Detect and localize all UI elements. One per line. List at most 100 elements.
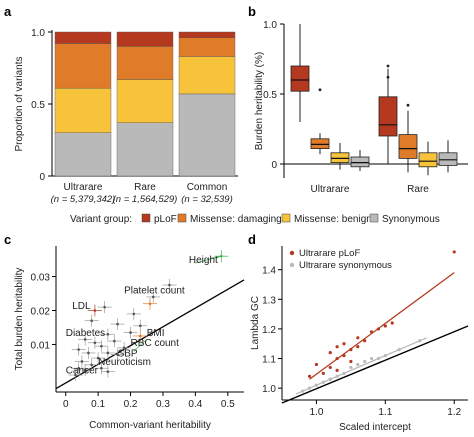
d-data-point-d_syn_line <box>307 386 312 390</box>
c-data-point <box>129 331 132 334</box>
a-bar-segment-plof <box>116 31 174 47</box>
a-category-label: Ultrarare <box>64 182 103 193</box>
a-y-tick-label: 0.5 <box>31 100 45 111</box>
a-bar-segment-missense_damaging <box>116 46 174 80</box>
b-y-tick-label: 0 <box>271 160 277 171</box>
d-data-point-d_plof_line <box>356 345 360 349</box>
d-data-point-d_syn_line <box>301 389 305 393</box>
c-x-axis-label: Common-variant heritability <box>89 420 211 431</box>
a-bar-segment-missense_benign <box>116 79 174 123</box>
b-y-axis-label: Burden heritability (%) <box>254 52 265 150</box>
d-fit-line-d_plof_line <box>309 272 455 380</box>
c-data-point <box>116 353 119 356</box>
c-data-point <box>93 341 97 345</box>
d-data-point-d_plof_line <box>390 321 394 325</box>
d-data-point-d_plof_line <box>335 356 339 361</box>
c-trait-label: BMI <box>147 328 165 339</box>
d-data-point-d_syn_line <box>363 359 367 364</box>
c-y-tick-label: 0.01 <box>31 340 51 351</box>
d-data-point-d_syn_line <box>383 353 387 358</box>
c-data-point <box>106 351 110 355</box>
c-data-point <box>106 332 110 336</box>
a-y-tick-label: 0 <box>39 172 45 183</box>
a-category-label: Common <box>187 182 228 193</box>
a-bar-segment-missense_benign <box>178 56 236 95</box>
d-data-point-d_plof_line <box>328 365 332 370</box>
panel-label-a: a <box>4 4 12 19</box>
panel-b-box-plot: 0 0.5 1.0 Burden heritability (%) Ultrarare R… <box>254 20 468 195</box>
b-box-missense_damaging <box>310 138 330 150</box>
d-data-point-d_plof_line <box>335 345 339 349</box>
legend-label-missense_benign: Missense: benign <box>294 214 372 225</box>
b-category-label: Rare <box>407 184 429 195</box>
d-data-point-d_plof_line <box>383 324 387 328</box>
d-legend-label: Ultrarare synonymous <box>299 260 392 271</box>
a-category-sublabel: (n = 5,379,342) <box>51 194 116 205</box>
b-box-missense_benign <box>418 152 438 168</box>
b-box-missense_damaging <box>398 134 418 159</box>
c-regression-line <box>55 279 245 390</box>
b-outlier-point <box>386 75 390 79</box>
c-data-point <box>132 312 136 316</box>
a-bar-segment-synonymous <box>54 132 112 177</box>
d-data-point-d_plof_line <box>349 348 353 352</box>
variant-group-legend: Variant group: pLoF Missense: damaging Miss… <box>70 213 440 225</box>
b-box-synonymous <box>350 156 370 168</box>
a-bar-segment-missense_damaging <box>178 37 236 57</box>
a-category-sublabel: (n = 1,564,529) <box>113 194 178 205</box>
a-bar-segment-plof <box>178 31 236 38</box>
d-data-point-d_plof_line <box>349 359 353 364</box>
c-trait-label: SBP <box>118 348 138 359</box>
a-bar-segment-plof <box>54 31 112 44</box>
a-y-axis-label: Proportion of variants <box>14 56 25 151</box>
d-data-point-d_syn_line <box>321 380 325 384</box>
d-diagonal-line <box>281 325 469 404</box>
panel-label-d: d <box>248 232 256 247</box>
legend-swatch-missense_benign <box>281 213 291 223</box>
d-data-point-d_plof_line <box>356 336 360 340</box>
c-x-tick-label: 0.2 <box>124 399 138 410</box>
c-data-point <box>151 295 155 299</box>
d-data-point-d_plof_line <box>342 353 346 358</box>
c-y-axis-label: Total burden heritability <box>14 268 25 371</box>
d-x-tick-label: 1.0 <box>309 407 323 418</box>
b-box-plof <box>378 96 398 137</box>
c-trait-label: Platelet count <box>124 286 185 297</box>
d-data-point-d_syn_line <box>418 339 422 343</box>
c-data-point <box>106 370 110 373</box>
c-data-point <box>83 338 87 341</box>
legend-title: Variant group: <box>70 214 132 225</box>
d-data-point-d_plof_line <box>376 327 381 331</box>
panel-label-b: b <box>248 4 256 19</box>
b-outlier-point <box>318 88 322 92</box>
a-y-tick-label: 1.0 <box>31 28 45 39</box>
c-data-point <box>87 351 90 355</box>
a-category-sublabel: (n = 32,539) <box>181 194 233 205</box>
c-data-point <box>168 283 171 287</box>
c-trait-label: LDL <box>72 301 91 312</box>
d-data-point-d_plof_line <box>335 368 339 372</box>
c-data-point <box>138 324 142 328</box>
c-trait-label: RBC count <box>131 338 180 349</box>
c-highlight-segment <box>195 255 222 264</box>
d-data-point-d_plof_line <box>342 342 346 346</box>
c-data-point <box>77 366 80 370</box>
c-x-tick-label: 0 <box>63 399 69 410</box>
c-x-tick-label: 0.1 <box>91 399 105 410</box>
d-data-point-d_plof_line <box>452 250 456 254</box>
c-data-point <box>100 344 103 348</box>
c-data-point <box>83 368 87 372</box>
b-box-plof <box>290 65 310 92</box>
b-y-tick-label: 1.0 <box>263 20 277 31</box>
d-data-point-d_syn_line <box>397 348 401 352</box>
d-y-axis-label: Lambda GC <box>250 296 261 350</box>
d-y-tick-label: 1.1 <box>262 355 276 366</box>
c-data-point <box>96 356 100 360</box>
a-category-label: Rare <box>134 182 156 193</box>
d-data-point-d_syn_line <box>356 362 360 367</box>
d-data-point-d_plof_line <box>307 374 312 378</box>
a-bar-segment-synonymous <box>178 93 236 177</box>
d-data-point-d_syn_line <box>376 356 381 361</box>
c-x-tick-label: 0.5 <box>221 399 235 410</box>
